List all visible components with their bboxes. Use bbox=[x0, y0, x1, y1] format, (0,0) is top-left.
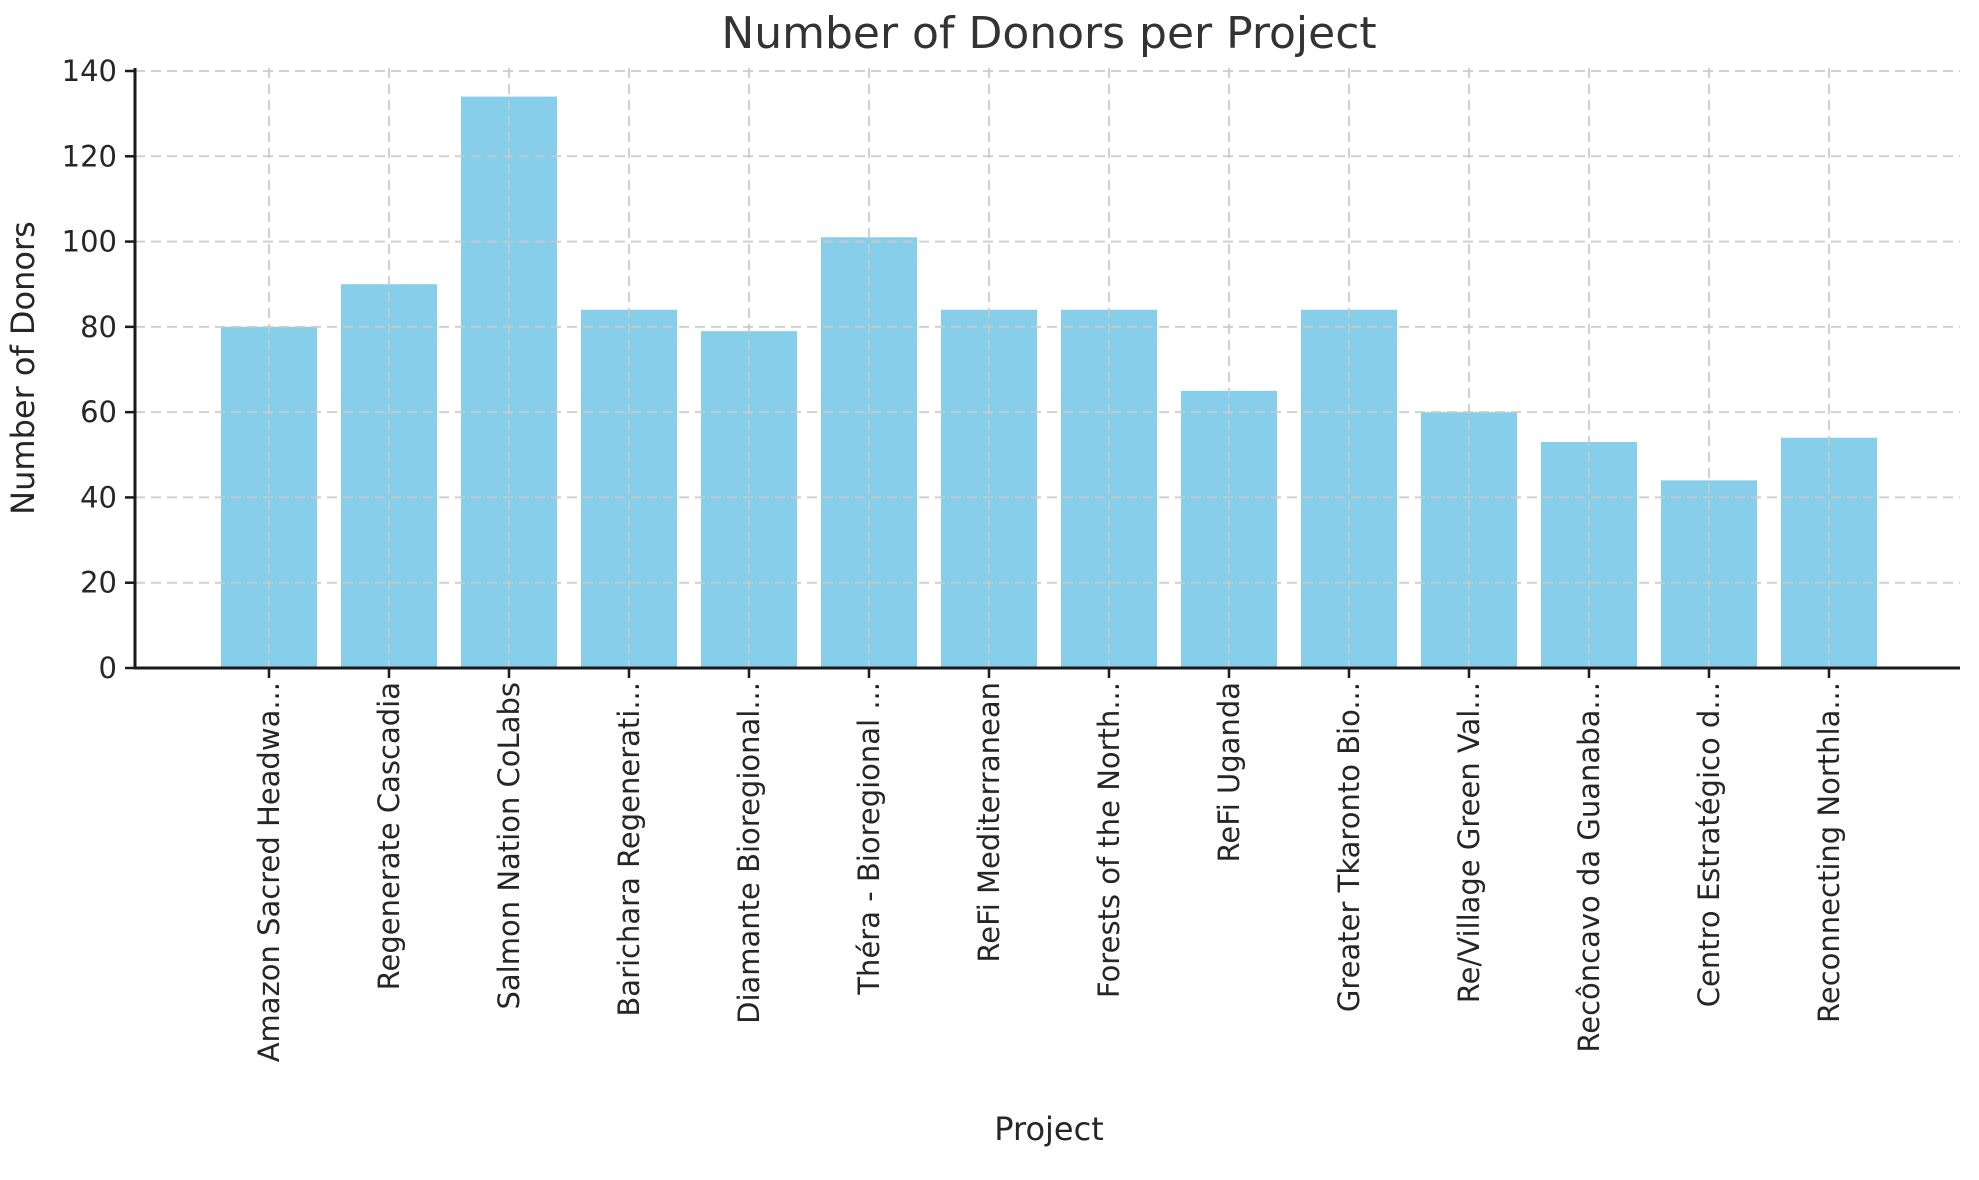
x-tick-label: Amazon Sacred Headwa... bbox=[252, 682, 286, 1062]
x-tick-label: Barichara Regenerati... bbox=[612, 682, 646, 1017]
chart-title: Number of Donors per Project bbox=[721, 8, 1376, 59]
y-tick-label: 20 bbox=[80, 566, 117, 600]
axes-group bbox=[125, 68, 1960, 678]
y-tick-label: 120 bbox=[62, 139, 117, 173]
x-tick-label: Théra - Bioregional ... bbox=[852, 682, 886, 996]
y-tick-label: 80 bbox=[80, 310, 117, 344]
grid-group bbox=[135, 68, 1960, 668]
x-tick-label: Reconnecting Northla... bbox=[1812, 682, 1846, 1023]
x-tick-label: Diamante Bioregional... bbox=[732, 682, 766, 1024]
y-axis-label: Number of Donors bbox=[4, 221, 42, 515]
x-tick-label: Greater Tkaronto Bio... bbox=[1332, 682, 1366, 1012]
x-tick-label: Salmon Nation CoLabs bbox=[492, 682, 526, 1010]
y-tick-label: 40 bbox=[80, 480, 117, 514]
bar bbox=[1181, 390, 1277, 668]
y-tick-label: 140 bbox=[62, 54, 117, 88]
y-tick-label: 60 bbox=[80, 395, 117, 429]
x-tick-label: ReFi Mediterranean bbox=[972, 682, 1006, 963]
y-tick-label: 0 bbox=[99, 651, 117, 685]
x-axis-label: Project bbox=[994, 1110, 1103, 1148]
x-tick-label: Forests of the North... bbox=[1092, 682, 1126, 998]
tick-label-group: 0 20 40 60 80 100 120 140 Amazon Sacred Headwa..… bbox=[62, 54, 1846, 1062]
bar bbox=[701, 331, 797, 668]
x-tick-label: Centro Estratégico d... bbox=[1692, 682, 1726, 1007]
x-tick-label: Recôncavo da Guanaba... bbox=[1572, 682, 1606, 1053]
x-tick-label: ReFi Uganda bbox=[1212, 682, 1246, 863]
x-tick-label: Regenerate Cascadia bbox=[372, 682, 406, 990]
y-tick-label: 100 bbox=[62, 225, 117, 259]
x-tick-label: Re/Village Green Val... bbox=[1452, 682, 1486, 1003]
